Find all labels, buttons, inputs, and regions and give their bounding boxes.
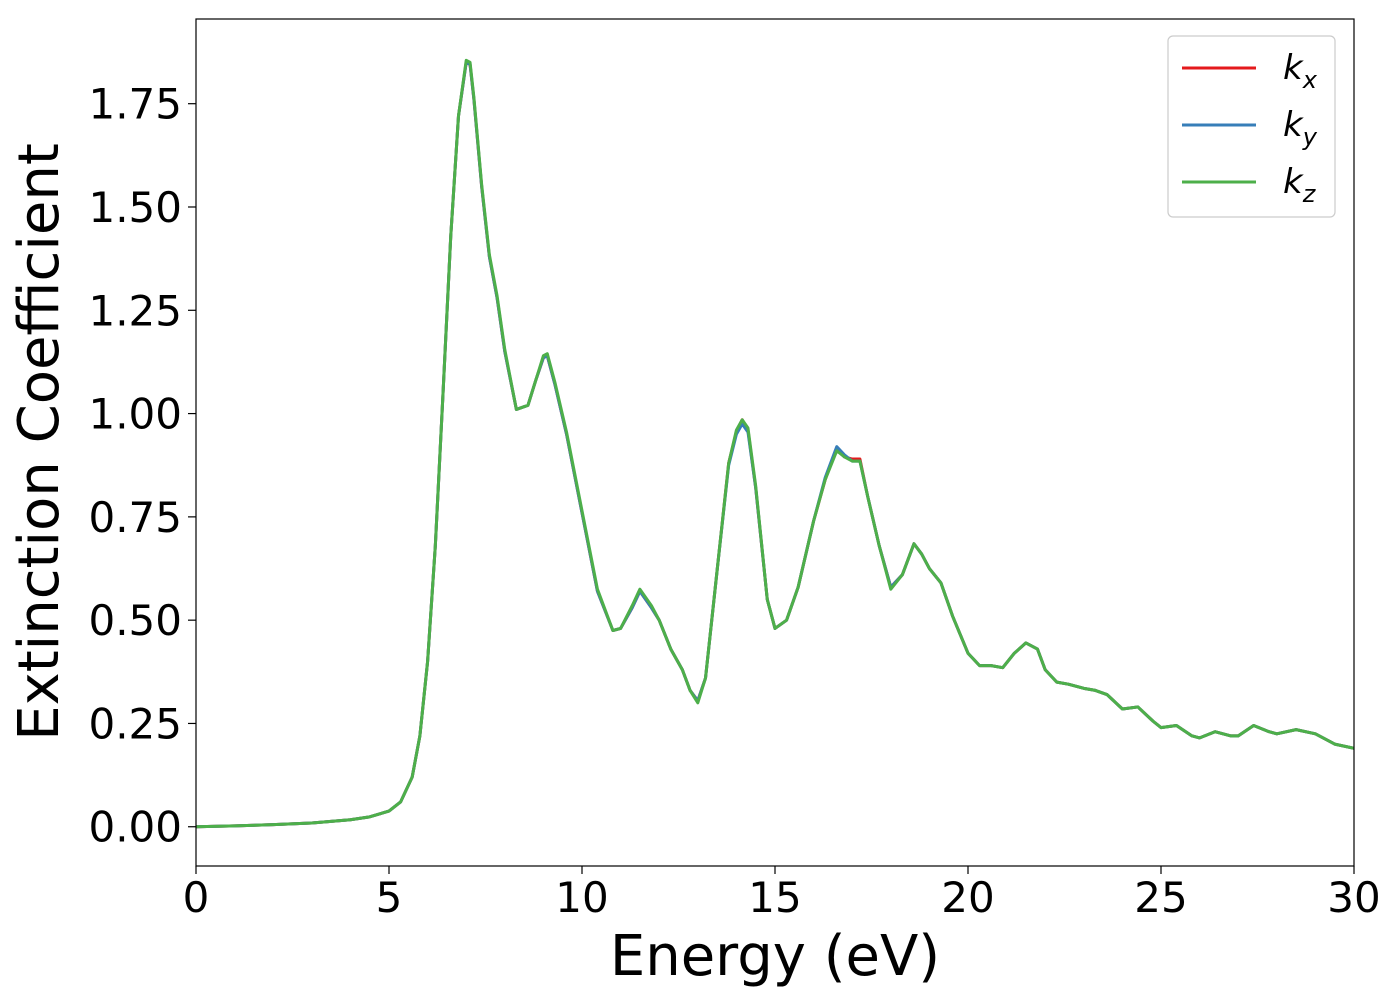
legend-label-x: kx (1283, 48, 1318, 94)
x-tick-label: 5 (376, 873, 403, 922)
y-axis-title: Extinction Coefficient (7, 143, 72, 741)
y-tick-label: 0.50 (88, 596, 182, 645)
legend-label-z: kz (1283, 162, 1317, 208)
x-tick-label: 15 (748, 873, 801, 922)
x-axis-title: Energy (eV) (610, 924, 940, 989)
series-lines (196, 58, 1354, 829)
legend-label-y: ky (1283, 105, 1318, 151)
y-tick-label: 0.75 (88, 493, 182, 542)
legend: kx ky kz (1167, 35, 1336, 218)
x-tick-label: 20 (941, 873, 994, 922)
series-line-z (196, 58, 1354, 829)
y-axis-ticks: 0.00 0.25 0.50 0.75 1.00 1.25 1.50 1.75 (88, 80, 196, 852)
x-axis-ticks: 0 5 10 15 20 25 30 (183, 866, 1381, 922)
x-tick-label: 30 (1327, 873, 1380, 922)
y-tick-label: 0.00 (88, 803, 182, 852)
x-tick-label: 10 (555, 873, 608, 922)
y-tick-label: 1.50 (88, 183, 182, 232)
x-tick-label: 25 (1134, 873, 1187, 922)
plot-area (196, 19, 1354, 866)
y-tick-label: 0.25 (88, 699, 182, 748)
x-tick-label: 0 (183, 873, 210, 922)
y-tick-label: 1.75 (88, 80, 182, 129)
y-tick-label: 1.25 (88, 286, 182, 335)
y-tick-label: 1.00 (88, 390, 182, 439)
